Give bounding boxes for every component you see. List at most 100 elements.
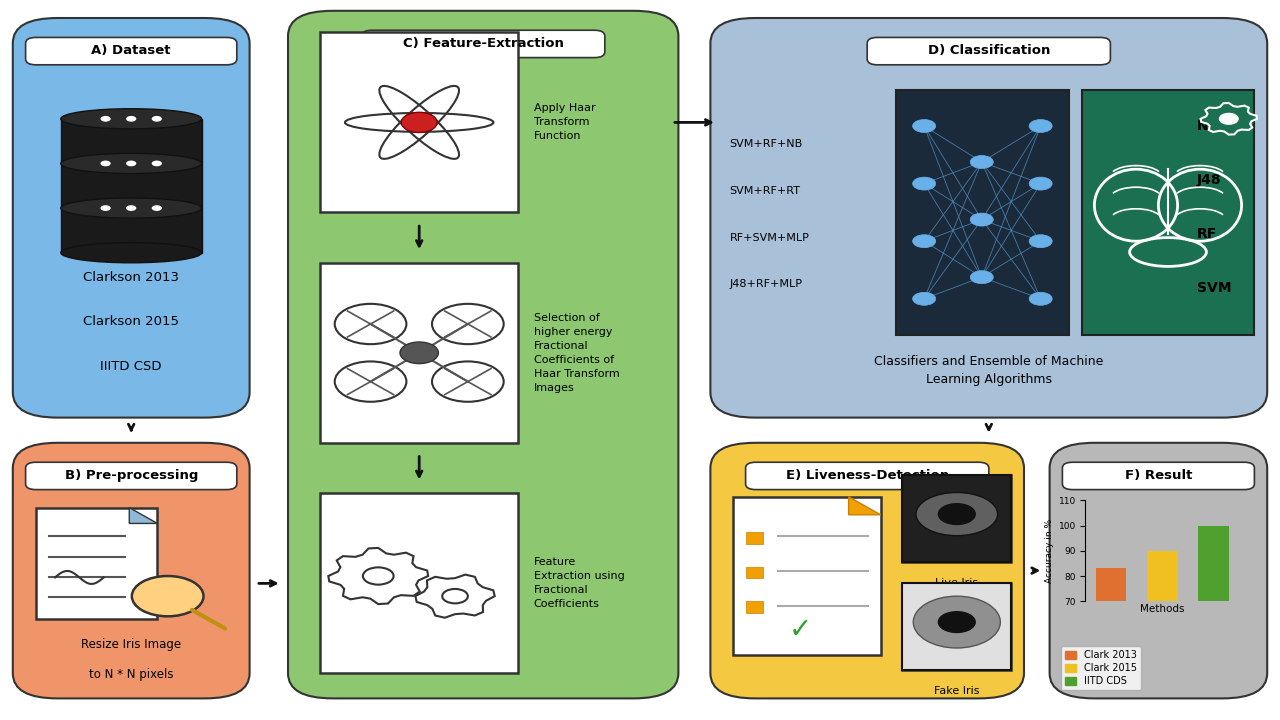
- Legend: Clark 2013, Clark 2015, IITD CDS: Clark 2013, Clark 2015, IITD CDS: [1061, 647, 1140, 690]
- Circle shape: [152, 161, 163, 166]
- Circle shape: [938, 504, 975, 524]
- Circle shape: [1029, 177, 1052, 190]
- Circle shape: [1220, 114, 1238, 124]
- Text: RF: RF: [1197, 227, 1217, 241]
- Bar: [1147, 551, 1178, 720]
- FancyBboxPatch shape: [60, 163, 202, 208]
- Circle shape: [401, 342, 438, 364]
- Text: C) Feature-Extraction: C) Feature-Extraction: [403, 37, 563, 50]
- FancyBboxPatch shape: [1082, 90, 1254, 335]
- Text: J48: J48: [1197, 173, 1221, 187]
- Text: Feature
Extraction using
Fractional
Coefficients: Feature Extraction using Fractional Coef…: [534, 557, 625, 609]
- Text: Live Iris: Live Iris: [936, 578, 978, 588]
- Circle shape: [970, 271, 993, 284]
- FancyBboxPatch shape: [896, 90, 1069, 335]
- Bar: [746, 532, 763, 544]
- Circle shape: [125, 161, 136, 166]
- FancyBboxPatch shape: [288, 11, 678, 698]
- Ellipse shape: [60, 153, 202, 174]
- Polygon shape: [1201, 103, 1257, 135]
- Circle shape: [152, 116, 163, 122]
- FancyBboxPatch shape: [1062, 462, 1254, 490]
- Text: SVM+RF+NB: SVM+RF+NB: [730, 139, 803, 149]
- Polygon shape: [129, 508, 157, 523]
- Text: D) Classification: D) Classification: [928, 44, 1050, 57]
- Text: Resize Iris Image: Resize Iris Image: [81, 638, 182, 651]
- Ellipse shape: [60, 109, 202, 129]
- Text: Clarkson 2013: Clarkson 2013: [83, 271, 179, 284]
- Bar: [1096, 569, 1126, 720]
- Bar: [1198, 526, 1229, 720]
- Text: RF+SVM+MLP: RF+SVM+MLP: [730, 233, 809, 243]
- Text: Clarkson 2015: Clarkson 2015: [83, 315, 179, 328]
- Circle shape: [364, 567, 394, 585]
- Circle shape: [913, 120, 936, 132]
- FancyBboxPatch shape: [36, 508, 157, 619]
- Text: SVM: SVM: [1197, 281, 1231, 295]
- FancyBboxPatch shape: [320, 493, 518, 673]
- FancyBboxPatch shape: [361, 30, 604, 58]
- Circle shape: [1029, 292, 1052, 305]
- Text: to N * N pixels: to N * N pixels: [88, 668, 174, 681]
- Polygon shape: [328, 548, 428, 604]
- Circle shape: [125, 116, 136, 122]
- Circle shape: [970, 213, 993, 226]
- Bar: [746, 567, 763, 578]
- Text: IIITD CSD: IIITD CSD: [100, 360, 163, 373]
- X-axis label: Methods: Methods: [1140, 604, 1184, 614]
- Circle shape: [913, 292, 936, 305]
- FancyBboxPatch shape: [710, 443, 1024, 698]
- Text: Selection of
higher energy
Fractional
Coefficients of
Haar Transform
Images: Selection of higher energy Fractional Co…: [534, 312, 620, 393]
- Circle shape: [913, 235, 936, 248]
- FancyBboxPatch shape: [26, 462, 237, 490]
- Circle shape: [125, 205, 136, 211]
- Circle shape: [1029, 120, 1052, 132]
- FancyBboxPatch shape: [60, 119, 202, 163]
- Circle shape: [100, 161, 111, 166]
- Text: ✓: ✓: [788, 616, 813, 644]
- FancyBboxPatch shape: [733, 497, 881, 655]
- FancyBboxPatch shape: [868, 37, 1111, 65]
- FancyBboxPatch shape: [745, 462, 988, 490]
- Y-axis label: Accuracy in %: Accuracy in %: [1046, 518, 1055, 583]
- Ellipse shape: [916, 492, 997, 536]
- FancyBboxPatch shape: [902, 475, 1011, 562]
- FancyBboxPatch shape: [320, 263, 518, 443]
- Polygon shape: [849, 497, 881, 515]
- Circle shape: [433, 361, 503, 402]
- Circle shape: [402, 112, 438, 132]
- Circle shape: [335, 304, 407, 344]
- Text: NB: NB: [1197, 119, 1219, 133]
- Ellipse shape: [60, 198, 202, 218]
- Circle shape: [443, 589, 468, 603]
- Bar: [746, 601, 763, 613]
- Text: A) Dataset: A) Dataset: [91, 44, 172, 57]
- FancyBboxPatch shape: [320, 32, 518, 212]
- Text: Fake Iris: Fake Iris: [934, 686, 979, 696]
- Text: Apply Haar
Transform
Function: Apply Haar Transform Function: [534, 104, 595, 141]
- FancyBboxPatch shape: [13, 443, 250, 698]
- Text: F) Result: F) Result: [1125, 469, 1192, 482]
- Text: B) Pre-processing: B) Pre-processing: [64, 469, 198, 482]
- Circle shape: [335, 361, 407, 402]
- Circle shape: [132, 576, 204, 616]
- FancyBboxPatch shape: [902, 583, 1011, 670]
- Circle shape: [152, 205, 163, 211]
- FancyBboxPatch shape: [26, 37, 237, 65]
- FancyBboxPatch shape: [13, 18, 250, 418]
- Text: J48+RF+MLP: J48+RF+MLP: [730, 279, 803, 289]
- Text: Classifiers and Ensemble of Machine
Learning Algorithms: Classifiers and Ensemble of Machine Lear…: [874, 355, 1103, 387]
- Ellipse shape: [60, 243, 202, 263]
- Circle shape: [970, 156, 993, 168]
- Circle shape: [1029, 235, 1052, 248]
- FancyBboxPatch shape: [60, 208, 202, 253]
- Text: E) Liveness-Detection: E) Liveness-Detection: [786, 469, 948, 482]
- Circle shape: [433, 304, 503, 344]
- Ellipse shape: [914, 596, 1001, 648]
- FancyBboxPatch shape: [902, 475, 1011, 562]
- Polygon shape: [415, 575, 495, 618]
- Circle shape: [100, 116, 111, 122]
- Circle shape: [100, 205, 111, 211]
- FancyBboxPatch shape: [902, 583, 1011, 670]
- FancyBboxPatch shape: [710, 18, 1267, 418]
